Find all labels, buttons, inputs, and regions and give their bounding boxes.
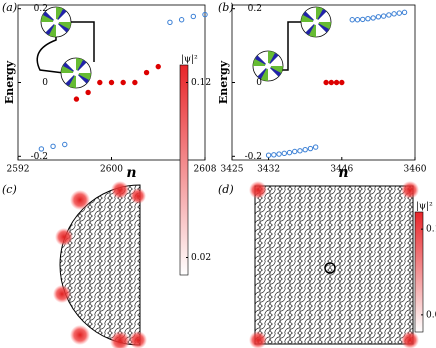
x-tick-label: 3432 xyxy=(257,165,280,175)
point xyxy=(190,13,197,20)
point xyxy=(265,152,272,158)
point xyxy=(354,17,361,23)
point xyxy=(108,79,115,86)
panel-label: (c) xyxy=(2,183,17,196)
point xyxy=(281,150,287,157)
point xyxy=(333,79,340,86)
point xyxy=(396,10,403,16)
x-tick-label: 2608 xyxy=(194,165,217,175)
point xyxy=(38,146,45,152)
y-tick-label: 0.2 xyxy=(248,4,262,14)
point xyxy=(202,11,208,18)
point xyxy=(132,79,138,86)
colorbar-tick-label: 0.02 xyxy=(426,310,436,320)
point xyxy=(391,11,397,17)
y-axis-label: Energy xyxy=(217,60,230,104)
y-tick-label: 0 xyxy=(256,78,262,88)
x-tick-label: 3460 xyxy=(404,165,427,175)
point xyxy=(62,141,68,148)
point xyxy=(323,79,329,86)
point xyxy=(328,79,335,86)
inset-a xyxy=(36,6,95,89)
y-tick-label: 0 xyxy=(42,78,48,88)
colorbar-tick-label: 0.12 xyxy=(426,225,436,235)
point xyxy=(312,144,319,150)
point xyxy=(370,15,376,21)
colorbar xyxy=(179,64,189,276)
point xyxy=(276,151,282,157)
x-tick-label: 2592 xyxy=(7,165,30,175)
point xyxy=(360,16,366,23)
colorbar-label: |ψ|² xyxy=(416,202,433,212)
point xyxy=(178,17,185,23)
point xyxy=(50,143,56,150)
inset-b xyxy=(252,6,332,82)
x-tick-label: 3425 xyxy=(221,165,244,175)
panel-label: (a) xyxy=(2,1,17,14)
colorbar-tick-label: 0.12 xyxy=(191,78,211,88)
point xyxy=(143,69,150,76)
point xyxy=(167,19,173,26)
point xyxy=(271,152,277,158)
point xyxy=(286,149,293,156)
point xyxy=(401,9,408,16)
point xyxy=(365,15,371,22)
colorbar xyxy=(414,211,424,333)
point xyxy=(73,96,80,102)
point xyxy=(85,89,91,96)
point xyxy=(120,79,126,86)
y-tick-label: -0.2 xyxy=(245,152,262,162)
y-axis-label: Energy xyxy=(3,60,16,104)
panel-label: (d) xyxy=(218,183,234,196)
y-tick-label: -0.2 xyxy=(31,152,48,162)
point xyxy=(292,148,298,155)
x-axis-label: n xyxy=(338,165,348,181)
point xyxy=(297,148,303,154)
colorbar-label: |ψ|² xyxy=(181,55,198,65)
x-tick-label: 2600 xyxy=(100,165,123,175)
point xyxy=(375,14,382,20)
colorbar-tick-label: 0.02 xyxy=(191,253,211,263)
lattice-d xyxy=(249,181,419,348)
point xyxy=(307,145,314,152)
point xyxy=(386,12,392,18)
point xyxy=(97,79,103,86)
point xyxy=(155,63,161,70)
point xyxy=(349,17,355,23)
y-tick-label: 0.2 xyxy=(34,4,48,14)
point xyxy=(302,146,308,153)
point xyxy=(339,79,345,86)
point xyxy=(380,13,387,19)
x-tick-label: 3446 xyxy=(330,165,353,175)
lattice-c xyxy=(53,181,147,348)
panel-label: (b) xyxy=(218,1,234,14)
x-axis-label: n xyxy=(126,165,136,181)
